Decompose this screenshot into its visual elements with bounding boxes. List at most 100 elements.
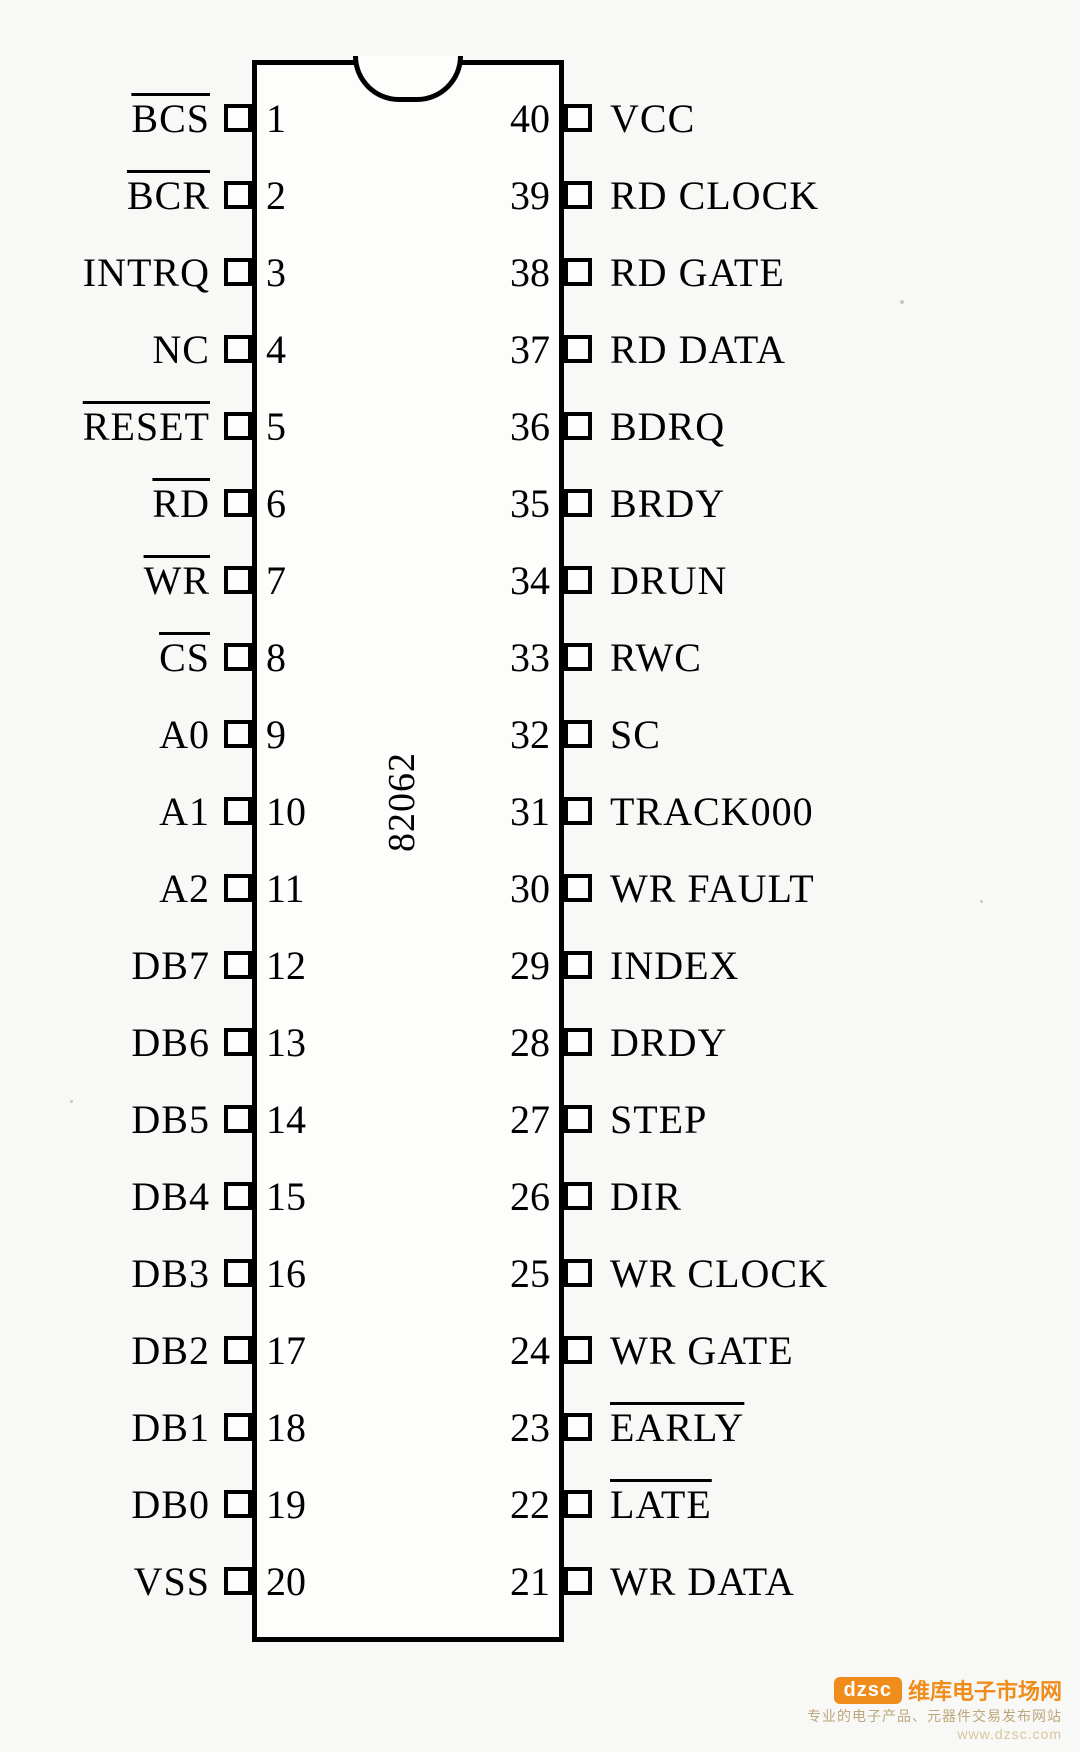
ic-pinout-diagram: 82062 BCS1BCR2INTRQ3NC4RESET5RD6WR7CS8A0… [0, 0, 1080, 1752]
pin-pad-icon [224, 951, 252, 979]
pin-pad-icon [224, 566, 252, 594]
pin-25: 25 WR CLOCK [504, 1243, 1080, 1303]
pin-label: DIR [610, 1173, 682, 1220]
pin-pad-icon [564, 104, 592, 132]
pin-34: 34 DRUN [504, 550, 1080, 610]
pin-number: 19 [266, 1481, 312, 1528]
pin-number: 36 [504, 403, 550, 450]
pin-label: STEP [610, 1096, 707, 1143]
pin-number: 15 [266, 1173, 312, 1220]
pin-number: 34 [504, 557, 550, 604]
pin-label: DB2 [131, 1327, 210, 1374]
pin-number: 14 [266, 1096, 312, 1143]
chip-part-number: 82062 [380, 752, 424, 852]
pin-label: DB6 [131, 1019, 210, 1066]
pin-8: CS 8 [0, 627, 312, 687]
pin-label: WR GATE [610, 1327, 794, 1374]
pin-pad-icon [224, 181, 252, 209]
pin-pad-icon [564, 258, 592, 286]
pin-number: 20 [266, 1558, 312, 1605]
pin-label: RD GATE [610, 249, 785, 296]
pin-label: SC [610, 711, 661, 758]
pin-label: DB4 [131, 1173, 210, 1220]
pin-pad-icon [564, 1567, 592, 1595]
pin-number: 21 [504, 1558, 550, 1605]
pin-label: DB7 [131, 942, 210, 989]
pin-number: 5 [266, 403, 312, 450]
watermark-url: www.dzsc.com [807, 1726, 1062, 1742]
pin-number: 31 [504, 788, 550, 835]
pin-number: 25 [504, 1250, 550, 1297]
pin-number: 35 [504, 480, 550, 527]
pin-number: 27 [504, 1096, 550, 1143]
pin-2: BCR2 [0, 165, 312, 225]
pin-label: DB0 [131, 1481, 210, 1528]
pin-label: EARLY [610, 1404, 744, 1451]
pin-label: WR CLOCK [610, 1250, 828, 1297]
pin-number: 7 [266, 557, 312, 604]
pin-39: 39RD CLOCK [504, 165, 1080, 225]
pin-number: 18 [266, 1404, 312, 1451]
pin-pad-icon [224, 1105, 252, 1133]
pin-label: DB3 [131, 1250, 210, 1297]
pin-10: A110 [0, 781, 312, 841]
pin-6: RD6 [0, 473, 312, 533]
pin-label: BRDY [610, 480, 725, 527]
pin-5: RESET 5 [0, 396, 312, 456]
pin-label: BCS [131, 95, 210, 142]
pin-13: DB6 13 [0, 1012, 312, 1072]
pin-pad-icon [564, 181, 592, 209]
pin-number: 8 [266, 634, 312, 681]
pin-35: 35 BRDY [504, 473, 1080, 533]
pin-pad-icon [564, 1490, 592, 1518]
pin-label: LATE [610, 1481, 712, 1528]
pin-36: 36BDRQ [504, 396, 1080, 456]
pin-15: DB4 15 [0, 1166, 312, 1226]
pin-number: 37 [504, 326, 550, 373]
pin-18: DB1 18 [0, 1397, 312, 1457]
pin-pad-icon [224, 335, 252, 363]
pin-label: VCC [610, 95, 695, 142]
pin-label: DRUN [610, 557, 727, 604]
pin-24: 24WR GATE [504, 1320, 1080, 1380]
pin-label: CS [159, 634, 210, 681]
pin-label: WR [144, 557, 210, 604]
pin-pad-icon [564, 1182, 592, 1210]
pin-pad-icon [224, 1413, 252, 1441]
pin-12: DB712 [0, 935, 312, 995]
pin-22: 22LATE [504, 1474, 1080, 1534]
pin-30: 30WR FAULT [504, 858, 1080, 918]
pin-label: DB1 [131, 1404, 210, 1451]
pin-14: DB5 14 [0, 1089, 312, 1149]
pin-label: BCR [127, 172, 210, 219]
pin-31: 31 TRACK000 [504, 781, 1080, 841]
pin-1: BCS 1 [0, 88, 312, 148]
pin-label: RESET [83, 403, 210, 450]
pin-number: 4 [266, 326, 312, 373]
pin-number: 13 [266, 1019, 312, 1066]
pin-label: DB5 [131, 1096, 210, 1143]
pin-label: TRACK000 [610, 788, 814, 835]
pin-number: 9 [266, 711, 312, 758]
pin-32: 32SC [504, 704, 1080, 764]
pin-pad-icon [564, 335, 592, 363]
pin-label: RD DATA [610, 326, 786, 373]
pin-pad-icon [224, 489, 252, 517]
pin-label: RD [152, 480, 210, 527]
pin-pad-icon [564, 1105, 592, 1133]
pin-7: WR 7 [0, 550, 312, 610]
pin-number: 40 [504, 95, 550, 142]
pin-label: WR DATA [610, 1558, 795, 1605]
pin-23: 23 EARLY [504, 1397, 1080, 1457]
pin-28: 28DRDY [504, 1012, 1080, 1072]
pin-number: 23 [504, 1404, 550, 1451]
pin-number: 16 [266, 1250, 312, 1297]
pin-number: 33 [504, 634, 550, 681]
pin-number: 11 [266, 865, 312, 912]
pin-number: 1 [266, 95, 312, 142]
pin-number: 3 [266, 249, 312, 296]
pin-pad-icon [224, 797, 252, 825]
pin-4: NC4 [0, 319, 312, 379]
pin-16: DB3 16 [0, 1243, 312, 1303]
pin-pad-icon [224, 1028, 252, 1056]
